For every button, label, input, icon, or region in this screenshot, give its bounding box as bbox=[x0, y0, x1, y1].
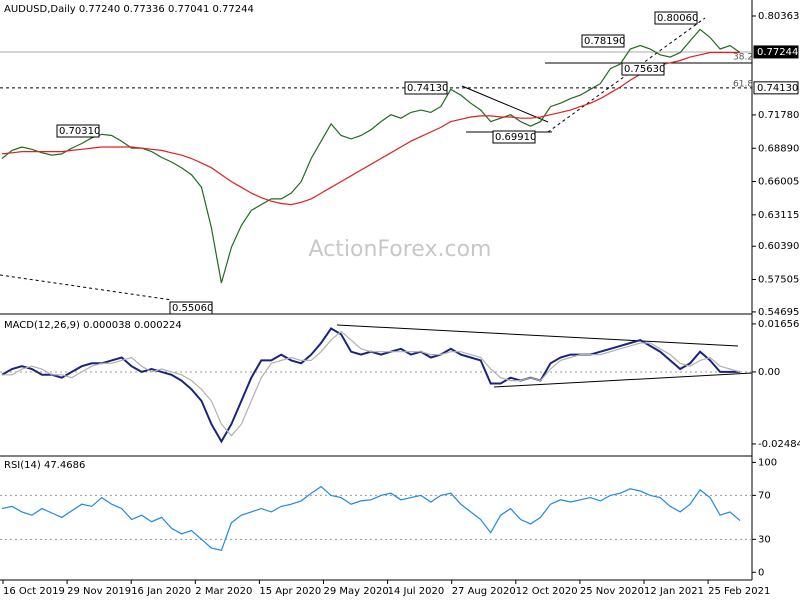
y-tick-label: 0.00 bbox=[758, 367, 780, 378]
series-line bbox=[1, 51, 740, 206]
annotation-box bbox=[581, 34, 625, 48]
price-label: 0.74130 bbox=[757, 83, 798, 94]
x-tick-label: 25 Feb 2021 bbox=[708, 586, 770, 597]
series-line bbox=[1, 28, 741, 284]
price-box bbox=[753, 81, 799, 95]
x-tick-label: 12 Oct 2020 bbox=[516, 586, 578, 597]
x-tick-label: 12 Jan 2021 bbox=[644, 586, 704, 597]
watermark: ActionForex.com bbox=[309, 237, 492, 262]
y-tick-label: 0.60390 bbox=[758, 241, 799, 252]
y-tick-label: -0.02484 bbox=[758, 439, 800, 450]
annotation: 0.69910 bbox=[495, 132, 536, 143]
x-tick-label: 25 Nov 2020 bbox=[580, 586, 644, 597]
y-tick-label: 0.66005 bbox=[758, 177, 799, 188]
y-tick-label: 0 bbox=[758, 567, 764, 578]
x-tick-label: 14 Jul 2020 bbox=[388, 586, 445, 597]
indicator-label: RSI(14) 47.4686 bbox=[4, 460, 85, 471]
annotation: 0.74130 bbox=[407, 83, 448, 94]
y-tick-label: 70 bbox=[758, 490, 771, 501]
annotation-box bbox=[169, 301, 213, 315]
x-tick-label: 16 Jan 2020 bbox=[131, 586, 191, 597]
annotation-box bbox=[621, 62, 665, 76]
annotation: 0.75630 bbox=[624, 64, 665, 75]
price-label: 0.77244 bbox=[757, 47, 798, 58]
x-tick-label: 15 Apr 2020 bbox=[259, 586, 321, 597]
x-tick-label: 27 Aug 2020 bbox=[452, 586, 516, 597]
series-line bbox=[1, 485, 741, 551]
y-tick-label: 100 bbox=[758, 457, 777, 468]
annotation-box bbox=[56, 124, 100, 138]
annotation: 0.78190 bbox=[584, 36, 625, 47]
indicator-label: MACD(12,26,9) 0.000038 0.000224 bbox=[4, 320, 182, 331]
y-tick-label: 0.016567 bbox=[758, 319, 800, 330]
y-tick-label: 30 bbox=[758, 534, 771, 545]
y-tick-label: 0.68890 bbox=[758, 143, 799, 154]
annotation: 0.70310 bbox=[59, 126, 100, 137]
y-tick-label: 0.63115 bbox=[758, 210, 799, 221]
trend-line bbox=[461, 85, 549, 123]
x-tick-label: 29 Nov 2019 bbox=[67, 586, 131, 597]
header: AUDUSD,Daily 0.77240 0.77336 0.77041 0.7… bbox=[4, 4, 254, 15]
x-tick-label: 16 Oct 2019 bbox=[3, 586, 65, 597]
annotation: 38.2 bbox=[733, 53, 753, 63]
annotation-box bbox=[404, 81, 448, 95]
price-box bbox=[753, 45, 799, 59]
y-tick-label: 0.54695 bbox=[758, 307, 799, 318]
trend-line bbox=[493, 372, 753, 388]
y-tick-label: 0.80363 bbox=[758, 11, 799, 22]
annotation-box bbox=[492, 130, 536, 144]
x-tick-label: 29 May 2020 bbox=[324, 586, 389, 597]
y-tick-label: 0.71780 bbox=[758, 110, 799, 121]
annotation-box bbox=[654, 11, 698, 25]
annotation: 61.8 bbox=[733, 80, 753, 90]
trend-line bbox=[336, 324, 739, 347]
annotation: 0.55060 bbox=[172, 303, 213, 314]
trend-line bbox=[0, 274, 173, 301]
x-tick-label: 2 Mar 2020 bbox=[195, 586, 252, 597]
y-tick-label: 0.57505 bbox=[758, 275, 799, 286]
series-line bbox=[2, 330, 741, 437]
annotation: 0.80060 bbox=[657, 13, 698, 24]
